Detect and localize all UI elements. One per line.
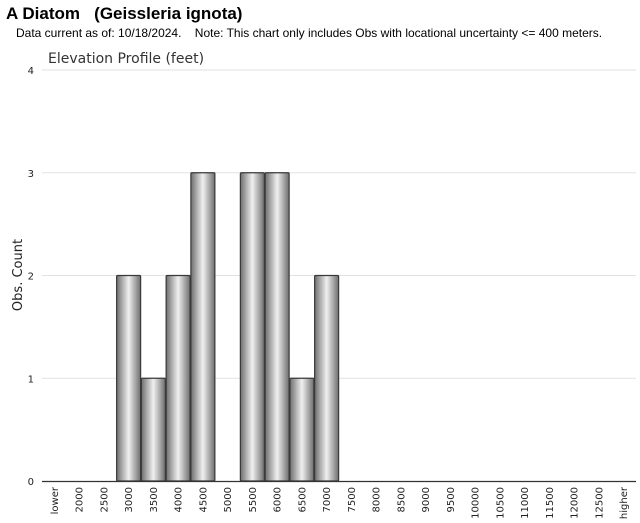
y-tick-label: 2 [28, 272, 34, 283]
y-tick-label: 3 [28, 169, 34, 180]
page-title: A Diatom (Geissleria ignota) [6, 4, 243, 23]
x-tick-label: 12000 [570, 487, 581, 519]
x-tick-label: 6500 [297, 487, 308, 512]
y-tick-label: 4 [28, 66, 34, 77]
x-tick-label: higher [619, 486, 630, 519]
x-tick-label: 7500 [347, 487, 358, 512]
x-tick-label: 3500 [149, 487, 160, 512]
bar-4000 [165, 274, 191, 482]
x-tick-label: 5000 [223, 487, 234, 512]
chart-title: Elevation Profile (feet) [48, 51, 204, 67]
y-tick-label: 1 [28, 374, 34, 385]
x-tick-label: 2500 [99, 487, 110, 512]
bar-5500 [239, 172, 265, 482]
bar-4500 [190, 172, 216, 482]
bar-6500 [289, 377, 315, 482]
y-axis-label: Obs. Count [11, 239, 26, 311]
x-tick-label: lower [50, 486, 61, 514]
x-tick-label: 10000 [471, 487, 482, 519]
y-tick-label: 0 [28, 477, 34, 488]
bar-6000 [264, 172, 290, 482]
bars [116, 172, 340, 482]
x-tick-label: 12500 [594, 487, 605, 519]
data-note: Data current as of: 10/18/2024. Note: Th… [16, 26, 603, 40]
x-tick-label: 8500 [396, 487, 407, 512]
x-tick-label: 11500 [545, 487, 556, 519]
y-tick-labels: 0 1 2 3 4 [28, 66, 34, 488]
x-tick-label: 8000 [372, 487, 383, 512]
bar-7000 [314, 274, 340, 482]
x-tick-label: 6000 [273, 487, 284, 512]
x-tick-label: 7000 [322, 487, 333, 512]
bar-3000 [116, 274, 142, 482]
x-tick-label: 5500 [248, 487, 259, 512]
x-tick-label: 2000 [75, 487, 86, 512]
x-tick-label: 3000 [124, 487, 135, 512]
x-tick-label: 10500 [495, 487, 506, 519]
x-tick-label: 4500 [198, 487, 209, 512]
x-tick-label: 4000 [174, 487, 185, 512]
x-tick-label: 9500 [446, 487, 457, 512]
x-tick-label: 9000 [421, 487, 432, 512]
x-tick-label: 11000 [520, 487, 531, 519]
bar-3500 [140, 377, 166, 482]
x-tick-labels: lower 2000 2500 3000 3500 4000 4500 5000 5500 600… [50, 486, 630, 519]
